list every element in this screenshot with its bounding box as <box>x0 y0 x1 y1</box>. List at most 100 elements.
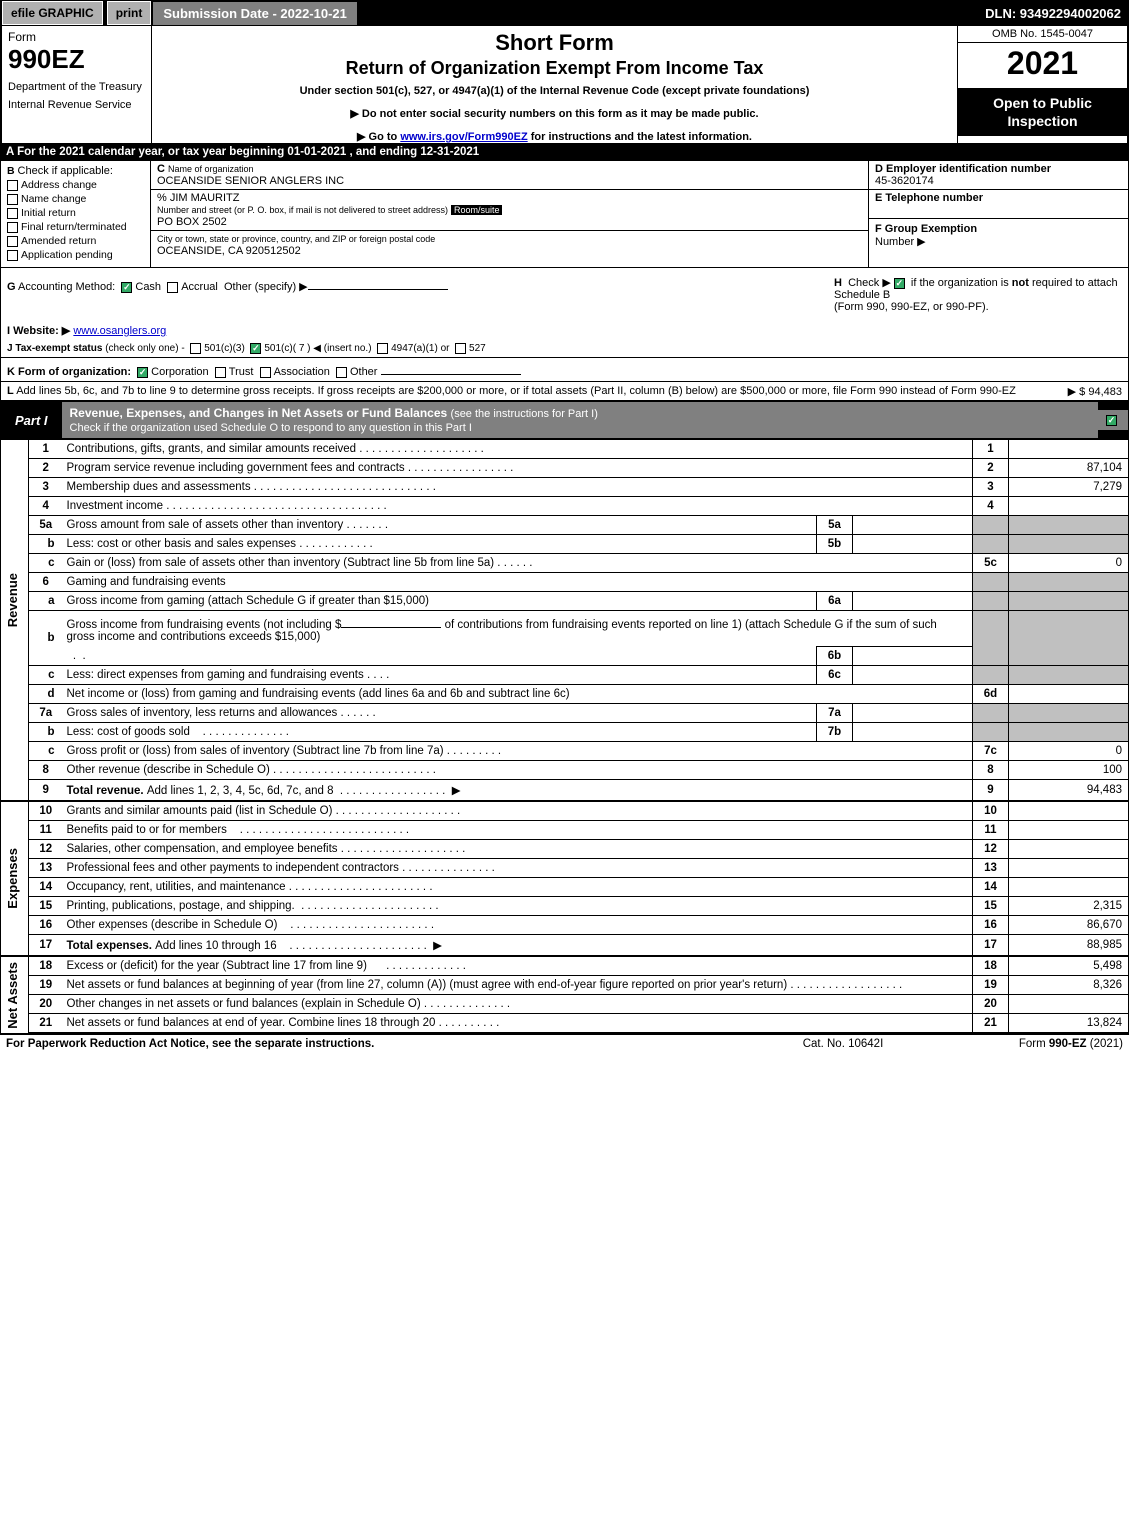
col-num: 10 <box>973 801 1009 821</box>
section-c: C Name of organization OCEANSIDE SENIOR … <box>151 161 868 267</box>
inner-num: 7a <box>817 704 853 723</box>
table-row: 17 Total expenses. Add lines 10 through … <box>1 935 1129 957</box>
col-val: 7,279 <box>1009 478 1129 497</box>
chk-4947[interactable] <box>377 343 388 354</box>
col-shade <box>973 535 1009 554</box>
col-val: 86,670 <box>1009 916 1129 935</box>
chk-application-pending[interactable] <box>7 250 18 261</box>
g-other: Other (specify) ▶ <box>224 281 308 293</box>
po-box: PO BOX 2502 <box>157 216 227 228</box>
website-link[interactable]: www.osanglers.org <box>73 325 166 337</box>
c-name-label: Name of organization <box>168 164 254 174</box>
chk-corp[interactable] <box>137 367 148 378</box>
b-opt-1: Name change <box>21 193 86 205</box>
irs-link[interactable]: www.irs.gov/Form990EZ <box>400 131 527 143</box>
col-shade <box>1009 666 1129 685</box>
col-shade <box>973 666 1009 685</box>
line-desc: Add lines 10 through 16 <box>155 940 276 952</box>
chk-initial-return[interactable] <box>7 208 18 219</box>
inner-val <box>853 516 973 535</box>
footer-left: For Paperwork Reduction Act Notice, see … <box>6 1038 743 1050</box>
city-label: City or town, state or province, country… <box>157 234 435 244</box>
table-row: 19 Net assets or fund balances at beginn… <box>1 976 1129 995</box>
section-d: D Employer identification number 45-3620… <box>869 161 1128 190</box>
table-row: 4 Investment income . . . . . . . . . . … <box>1 497 1129 516</box>
chk-cash[interactable] <box>121 282 132 293</box>
line-num: c <box>29 666 63 685</box>
chk-501c3[interactable] <box>190 343 201 354</box>
g-other-field[interactable] <box>308 276 448 290</box>
b-opt-0: Address change <box>21 179 97 191</box>
header-left: Form 990EZ Department of the Treasury In… <box>2 26 152 143</box>
line-num: 20 <box>29 995 63 1014</box>
note-goto: ▶ Go to www.irs.gov/Form990EZ for instru… <box>162 130 947 143</box>
chk-assoc[interactable] <box>260 367 271 378</box>
l-amount: ▶ $ 94,483 <box>1068 385 1122 398</box>
inner-val <box>853 666 973 685</box>
note-goto-pre: ▶ Go to <box>357 131 400 143</box>
line-num: c <box>29 742 63 761</box>
table-row: Expenses 10 Grants and similar amounts p… <box>1 801 1129 821</box>
col-num: 8 <box>973 761 1009 780</box>
print-button[interactable]: print <box>107 1 152 25</box>
line-num: 4 <box>29 497 63 516</box>
g-accrual: Accrual <box>181 281 218 293</box>
inner-num: 6c <box>817 666 853 685</box>
chk-527[interactable] <box>455 343 466 354</box>
efile-label: efile GRAPHIC <box>2 1 103 25</box>
footer-form-bold: 990-EZ <box>1049 1038 1087 1050</box>
section-f: F Group Exemption Number ▶ <box>869 219 1128 252</box>
chk-accrual[interactable] <box>167 282 178 293</box>
chk-501c[interactable] <box>250 343 261 354</box>
table-row: a Gross income from gaming (attach Sched… <box>1 592 1129 611</box>
g-cash: Cash <box>135 281 161 293</box>
col-shade <box>1009 611 1129 666</box>
section-g: G Accounting Method: Cash Accrual Other … <box>1 268 828 321</box>
dln-label: DLN: 93492294002062 <box>977 6 1129 21</box>
section-bcdef: B Check if applicable: Address change Na… <box>0 161 1129 268</box>
col-shade <box>973 573 1009 592</box>
room-label: Room/suite <box>451 205 502 215</box>
col-val <box>1009 821 1129 840</box>
col-num: 15 <box>973 897 1009 916</box>
line-num: b <box>29 723 63 742</box>
d-label: D Employer identification number <box>875 163 1051 175</box>
chk-amended-return[interactable] <box>7 236 18 247</box>
line-desc: Gross sales of inventory, less returns a… <box>67 707 338 719</box>
col-val <box>1009 801 1129 821</box>
f-label: F Group Exemption <box>875 223 977 235</box>
chk-trust[interactable] <box>215 367 226 378</box>
side-spacer <box>1 761 29 802</box>
col-val <box>1009 685 1129 704</box>
footer-form-post: (2021) <box>1087 1038 1123 1050</box>
k-other-field[interactable] <box>381 361 521 375</box>
line-desc: Investment income <box>67 500 164 512</box>
table-row: c Gross profit or (loss) from sales of i… <box>1 742 1129 761</box>
header-center: Short Form Return of Organization Exempt… <box>152 26 957 143</box>
table-row: 20 Other changes in net assets or fund b… <box>1 995 1129 1014</box>
k-label: K Form of organization: <box>7 366 131 378</box>
open-to-public: Open to Public Inspection <box>958 88 1127 136</box>
inner-val <box>853 704 973 723</box>
note-goto-post: for instructions and the latest informat… <box>528 131 752 143</box>
h-text3: (Form 990, 990-EZ, or 990-PF). <box>834 301 989 313</box>
chk-final-return[interactable] <box>7 222 18 233</box>
chk-schedule-o[interactable] <box>1106 415 1117 426</box>
table-row: . . 6b <box>1 647 1129 666</box>
b-opt-5: Application pending <box>21 249 113 261</box>
inner-val <box>853 723 973 742</box>
col-shade <box>973 516 1009 535</box>
side-label-revenue: Revenue <box>1 440 29 761</box>
chk-schedule-b[interactable] <box>894 278 905 289</box>
chk-other-org[interactable] <box>336 367 347 378</box>
h-post: if the organization is <box>911 277 1012 289</box>
chk-address-change[interactable] <box>7 180 18 191</box>
line-desc: Other changes in net assets or fund bala… <box>67 998 421 1010</box>
col-num: 21 <box>973 1014 1009 1033</box>
chk-name-change[interactable] <box>7 194 18 205</box>
col-num: 17 <box>973 935 1009 957</box>
col-val <box>1009 840 1129 859</box>
line-desc: Printing, publications, postage, and shi… <box>67 900 295 912</box>
contrib-field[interactable] <box>341 614 441 628</box>
table-row: Revenue 1 Contributions, gifts, grants, … <box>1 440 1129 459</box>
